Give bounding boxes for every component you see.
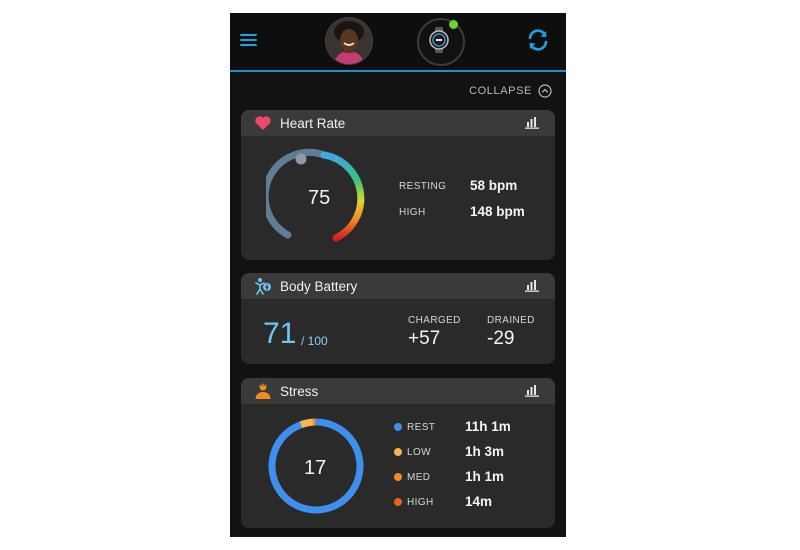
heart-icon bbox=[255, 116, 271, 130]
legend-low-value: 1h 3m bbox=[465, 444, 505, 459]
avatar-image bbox=[326, 18, 372, 64]
heart-rate-current: 75 bbox=[308, 187, 331, 209]
body-battery-icon bbox=[255, 278, 271, 295]
legend-low-label: LOW bbox=[407, 447, 431, 458]
legend-rest-label: REST bbox=[407, 422, 436, 433]
heart-rate-card[interactable]: Heart Rate 75 RES bbox=[241, 110, 555, 260]
resting-value: 58 bpm bbox=[470, 178, 518, 193]
collapse-label: COLLAPSE bbox=[469, 85, 532, 97]
stress-value: 17 bbox=[304, 457, 327, 479]
body-battery-card[interactable]: Body Battery 71 / 100 CHARGED +57 DRAINE… bbox=[241, 273, 555, 364]
sync-icon[interactable] bbox=[526, 27, 550, 53]
legend-high-label: HIGH bbox=[407, 497, 434, 508]
drained-label: DRAINED bbox=[487, 315, 535, 326]
charged-value: +57 bbox=[408, 328, 441, 349]
legend-high-value: 14m bbox=[465, 494, 493, 509]
charged-label: CHARGED bbox=[408, 315, 461, 326]
low-dot bbox=[394, 448, 402, 456]
phone-screen: COLLAPSE Heart Rate bbox=[230, 13, 566, 537]
watch-icon bbox=[429, 27, 449, 53]
legend-med-value: 1h 1m bbox=[465, 469, 505, 484]
high-dot bbox=[394, 498, 402, 506]
stress-person-icon bbox=[255, 383, 271, 399]
legend-med-label: MED bbox=[407, 472, 431, 483]
heart-rate-title: Heart Rate bbox=[280, 116, 346, 131]
stress-ring bbox=[268, 418, 364, 514]
high-value: 148 bpm bbox=[470, 204, 525, 219]
rest-dot bbox=[394, 423, 402, 431]
med-dot bbox=[394, 473, 402, 481]
bar-chart-icon[interactable] bbox=[525, 116, 539, 129]
body-battery-value: 71 bbox=[263, 317, 297, 350]
heart-rate-header: Heart Rate bbox=[241, 110, 555, 136]
chevron-up-icon bbox=[538, 84, 552, 98]
collapse-button[interactable]: COLLAPSE bbox=[469, 83, 552, 99]
bar-chart-icon[interactable] bbox=[525, 384, 539, 397]
high-label: HIGH bbox=[399, 207, 426, 218]
stress-header: Stress bbox=[241, 378, 555, 404]
top-bar bbox=[230, 13, 566, 70]
device-status-dot bbox=[449, 20, 458, 29]
stress-card[interactable]: Stress 17 REST 11h 1m LOW 1h 3m MED 1h 1… bbox=[241, 378, 555, 528]
bar-chart-icon[interactable] bbox=[525, 279, 539, 292]
resting-label: RESTING bbox=[399, 181, 447, 192]
avatar[interactable] bbox=[326, 18, 372, 64]
device-button[interactable] bbox=[417, 18, 465, 66]
body-battery-header: Body Battery bbox=[241, 273, 555, 299]
top-bar-divider bbox=[230, 70, 566, 72]
heart-rate-gauge bbox=[266, 148, 365, 242]
hamburger-menu-icon[interactable] bbox=[240, 33, 258, 47]
body-battery-title: Body Battery bbox=[280, 279, 358, 294]
legend-rest-value: 11h 1m bbox=[465, 419, 511, 434]
stress-title: Stress bbox=[280, 384, 319, 399]
body-battery-max: / 100 bbox=[301, 334, 328, 348]
drained-value: -29 bbox=[487, 328, 515, 349]
